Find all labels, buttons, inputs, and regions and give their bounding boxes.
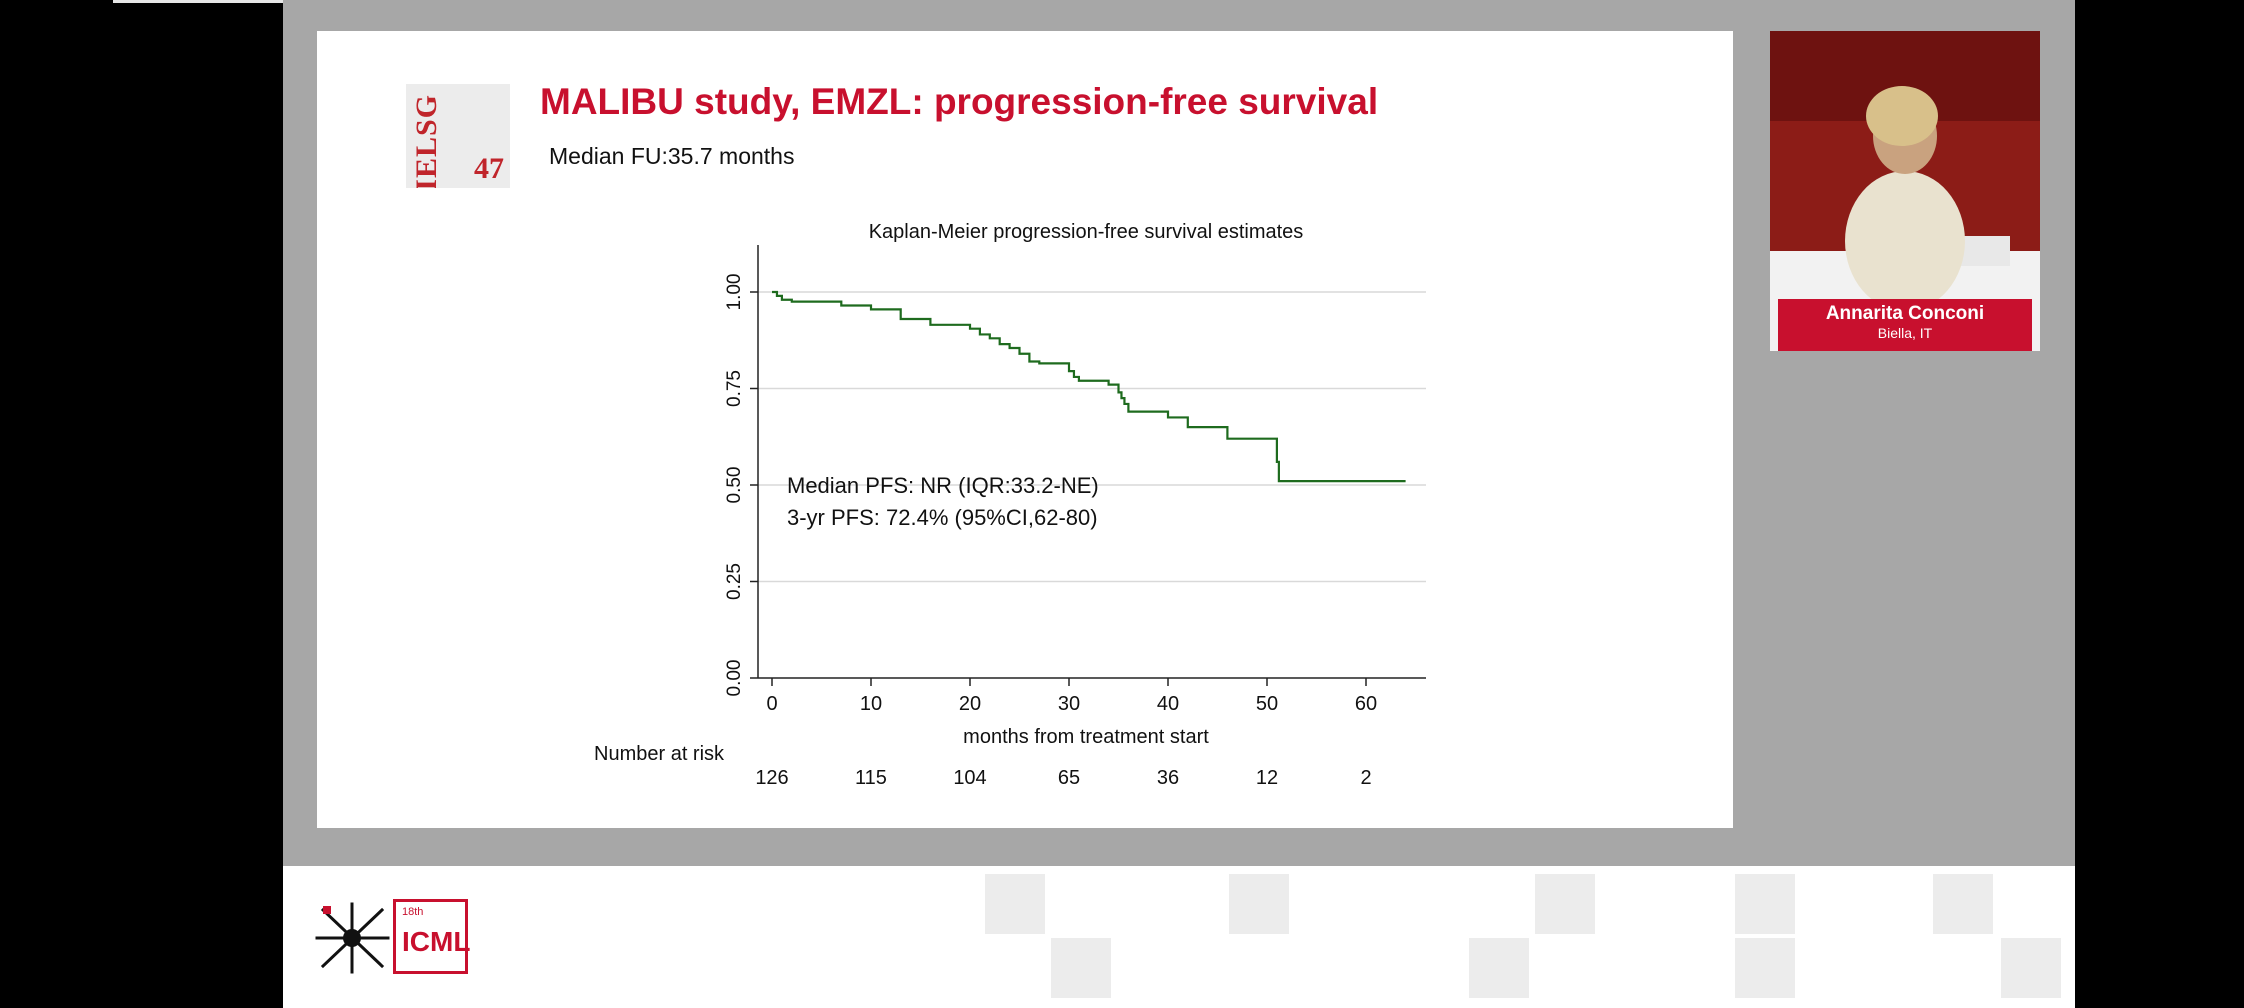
icml-star-icon xyxy=(315,902,390,974)
icml-brand: ICML xyxy=(402,926,471,957)
slide-title: MALIBU study, EMZL: progression-free sur… xyxy=(540,81,1379,122)
risk-table-label: Number at risk xyxy=(594,743,725,765)
speaker-caption: Annarita Conconi Biella, IT xyxy=(1778,299,2032,351)
annotation-median-pfs: Median PFS: NR (IQR:33.2-NE) xyxy=(787,473,1099,498)
chart-title: Kaplan-Meier progression-free survival e… xyxy=(869,221,1304,243)
x-tick-label: 60 xyxy=(1355,693,1377,715)
slide-subtitle: Median FU:35.7 months xyxy=(549,143,795,169)
slide: IELSG 47 MALIBU study, EMZL: progression… xyxy=(317,31,1733,828)
x-tick-label: 20 xyxy=(959,693,981,715)
x-tick-label: 30 xyxy=(1058,693,1080,715)
risk-table-values: 126 115 104 65 36 12 2 xyxy=(755,767,1371,789)
footer-tile xyxy=(1735,874,1795,934)
annotation-3yr-pfs: 3-yr PFS: 72.4% (95%CI,62-80) xyxy=(787,505,1098,530)
logo-number: 47 xyxy=(474,152,504,185)
footer-tile xyxy=(1535,874,1595,934)
grid-lines xyxy=(758,291,1426,583)
footer-tile xyxy=(985,874,1045,934)
risk-value: 104 xyxy=(953,767,986,789)
y-tick-label: 0.25 xyxy=(724,563,745,600)
footer-bar: 18th ICML xyxy=(283,866,2075,1008)
speaker-video: Annarita Conconi Biella, IT xyxy=(1770,31,2040,351)
footer-tile xyxy=(1735,938,1795,998)
y-tick-label: 0.00 xyxy=(724,660,745,697)
risk-value: 36 xyxy=(1157,767,1179,789)
x-tick-label: 0 xyxy=(766,693,777,715)
risk-value: 65 xyxy=(1058,767,1080,789)
icml-logo: 18th ICML xyxy=(393,899,471,974)
risk-value: 126 xyxy=(755,767,788,789)
km-curve xyxy=(772,290,1406,483)
y-tick-label: 0.50 xyxy=(724,467,745,504)
km-chart: Kaplan-Meier progression-free survival e… xyxy=(594,221,1426,789)
x-tick-label: 50 xyxy=(1256,693,1278,715)
speaker-location: Biella, IT xyxy=(1877,325,1933,341)
risk-value: 12 xyxy=(1256,767,1278,789)
ielsg-logo: IELSG 47 xyxy=(406,84,510,188)
x-axis-ticks: 0 10 20 30 40 50 60 xyxy=(766,678,1377,715)
speaker-name: Annarita Conconi xyxy=(1825,303,1985,324)
y-tick-label: 1.00 xyxy=(724,274,745,311)
risk-value: 115 xyxy=(855,767,887,789)
x-tick-label: 10 xyxy=(860,693,882,715)
footer-tile xyxy=(1051,938,1111,998)
risk-value: 2 xyxy=(1360,767,1371,789)
y-axis-ticks: 0.00 0.25 0.50 0.75 1.00 xyxy=(724,274,758,697)
footer-tile xyxy=(1469,938,1529,998)
footer-tile xyxy=(1229,874,1289,934)
icml-edition: 18th xyxy=(402,906,424,918)
x-axis-label: months from treatment start xyxy=(963,726,1209,748)
footer-tile xyxy=(1933,874,1993,934)
x-tick-label: 40 xyxy=(1157,693,1179,715)
footer-tile xyxy=(2001,938,2061,998)
y-tick-label: 0.75 xyxy=(724,370,745,407)
